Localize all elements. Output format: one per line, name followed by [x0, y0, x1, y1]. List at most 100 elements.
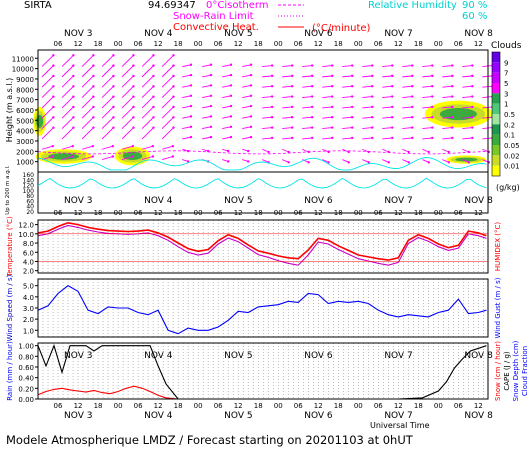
wind-arrowhead — [209, 94, 213, 97]
temp-hour-label: 06 — [374, 209, 383, 217]
wind-arrowhead — [270, 85, 274, 88]
cloud-ytick-label: 3000 — [16, 138, 34, 146]
wind-arrow — [442, 127, 453, 130]
cloud-hour-label: 00 — [194, 40, 203, 48]
wind-arrow — [302, 65, 313, 67]
wind-arrowhead — [132, 116, 135, 119]
colorbar-label: 0.01 — [504, 163, 520, 171]
wind-arrow — [61, 127, 74, 140]
colorbar-segment — [492, 114, 500, 125]
wind-arrowhead — [92, 54, 95, 57]
wind-arrowhead — [351, 126, 354, 129]
wind-arrowhead — [290, 105, 294, 109]
wind-arrow — [422, 116, 433, 119]
wind-arrowhead — [331, 74, 334, 78]
wind-arrowhead — [112, 74, 115, 78]
station-label: SIRTA — [24, 0, 52, 11]
wind-arrow — [382, 65, 393, 67]
wind-arrowhead — [447, 161, 451, 164]
wind-arrowhead — [189, 84, 193, 87]
wind-arrow — [322, 137, 333, 140]
cloud-hour-label: 12 — [394, 40, 403, 48]
cloud-day-label-1: NOV 3 — [64, 29, 92, 39]
wind-arrowhead — [371, 85, 374, 88]
wind-arrowhead — [189, 73, 193, 77]
wind-arrow — [61, 117, 74, 129]
wind-arrow — [161, 96, 174, 109]
wind-arrowhead — [229, 104, 233, 108]
wind-arrow — [442, 65, 453, 67]
wind-ytick-label: 3.0 — [23, 305, 34, 313]
wind-arrowhead — [310, 126, 314, 129]
cloud-ytick-label: 7000 — [16, 97, 34, 105]
footer-title: Modele Atmospherique LMDZ / Forecast sta… — [6, 433, 414, 447]
wind-arrow — [81, 127, 94, 140]
wind-arrow — [262, 75, 273, 78]
wind-arrow — [41, 96, 54, 109]
wind-arrow — [422, 65, 433, 67]
wind-arrow — [422, 106, 433, 109]
wind-arrow — [382, 116, 393, 119]
wind-arrowhead — [451, 74, 454, 78]
cloud-ytick-label: 1000 — [16, 159, 34, 167]
wind-arrowhead — [351, 85, 354, 88]
colorbar-label: 1 — [504, 101, 508, 109]
cloud-hour-label: 00 — [274, 40, 283, 48]
wind-arrowhead — [172, 64, 175, 67]
wind-arrow — [41, 65, 54, 78]
wind-arrow — [202, 136, 212, 140]
wind-arrowhead — [347, 150, 350, 154]
wind-arrowhead — [331, 95, 334, 98]
temp-day-label-5: NOV 7 — [384, 196, 412, 206]
precip-ytick-label: 0.60 — [18, 364, 34, 372]
wind-arrowhead — [391, 95, 394, 98]
wind-arrowhead — [92, 95, 95, 98]
wind-arrowhead — [226, 149, 230, 153]
wind-arrow — [302, 75, 313, 78]
wind-arrowhead — [112, 54, 115, 57]
wind-arrow — [101, 127, 114, 140]
wind-arrow — [342, 127, 353, 130]
precip-series-1 — [37, 385, 487, 400]
wind-arrowhead — [72, 54, 75, 57]
wind-arrowhead — [387, 161, 390, 164]
wind-arrowhead — [132, 95, 135, 98]
colorbar-title: Clouds — [491, 41, 522, 51]
wind-arrowhead — [287, 161, 290, 164]
cloud-ylabel: Height (m a.s.l.) — [5, 78, 14, 143]
wind-arrowhead — [331, 136, 334, 140]
wind-arrow — [242, 95, 252, 99]
cloud-day-label-6: NOV 8 — [464, 29, 493, 39]
wind-arrow — [101, 65, 114, 78]
temp-panel: 12.010.08.06.04.0 2.0 Temperature (°C) HUMI… — [6, 216, 502, 278]
precip-hour-label: 12 — [474, 402, 483, 410]
cloud-hour-label: 06 — [454, 40, 463, 48]
precip-hour-label: 00 — [114, 402, 123, 410]
cloud-ytick-label: 2000 — [16, 148, 34, 156]
cloud-lower-ytick-label: 100 — [23, 188, 35, 195]
wind-arrow — [161, 85, 174, 98]
temp-hour-label: 12 — [474, 209, 483, 217]
precip-panel: 1.00 0.80 0.60 0.40 0.20 0.00 Rain (mm / hour)… — [6, 340, 528, 404]
wind-arrow — [362, 127, 373, 130]
wind-arrowhead — [172, 95, 175, 98]
wind-arrow — [41, 145, 53, 150]
wind-arrow — [202, 74, 212, 78]
wind-arrowhead — [72, 105, 75, 109]
wind-arrowhead — [209, 84, 213, 87]
wind-arrowhead — [351, 116, 354, 119]
wind-arrow — [202, 95, 212, 99]
wind-arrowhead — [391, 85, 394, 88]
wind-arrowhead — [72, 85, 75, 88]
temp-hour-label: 06 — [54, 209, 63, 217]
wind-arrow — [442, 75, 453, 78]
wind-arrowhead — [209, 115, 213, 118]
wind-arrow — [282, 116, 293, 119]
rh-90-label: 90 % — [462, 0, 487, 11]
wind-arrow — [462, 75, 473, 78]
cloud-hour-label: 06 — [214, 40, 223, 48]
wind-arrow — [422, 127, 433, 130]
cloud-patch-core — [455, 157, 478, 162]
wind-arrowhead — [310, 95, 314, 98]
wind-arrowhead — [152, 74, 155, 78]
